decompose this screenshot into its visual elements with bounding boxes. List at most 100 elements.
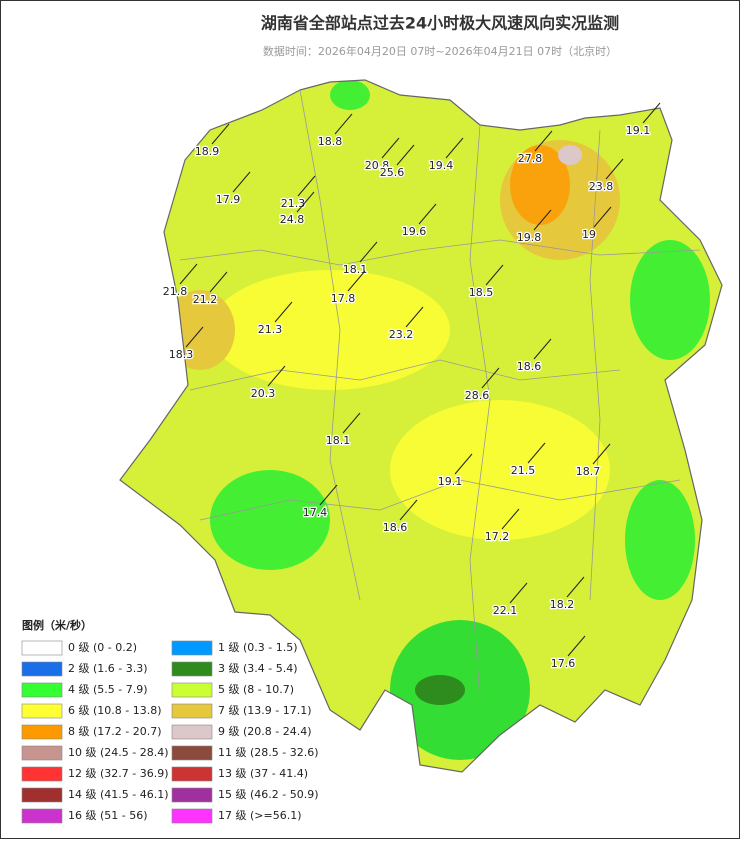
wind-barb bbox=[533, 209, 552, 231]
legend-label: 0 级 (0 - 0.2) bbox=[68, 641, 137, 654]
legend-swatch bbox=[21, 745, 63, 761]
legend-swatch bbox=[171, 808, 213, 824]
wind-barb bbox=[211, 123, 230, 145]
legend-swatch bbox=[171, 703, 213, 719]
legend-swatch bbox=[21, 703, 63, 719]
county-borders bbox=[179, 89, 701, 701]
legend-label: 2 级 (1.6 - 3.3) bbox=[68, 662, 148, 675]
province-border bbox=[119, 79, 723, 773]
legend-label: 14 级 (41.5 - 46.1) bbox=[68, 788, 169, 801]
wind-barb bbox=[533, 338, 552, 360]
legend-swatch bbox=[171, 682, 213, 698]
wind-barb bbox=[593, 206, 612, 228]
legend-label: 16 级 (51 - 56) bbox=[68, 809, 148, 822]
legend-label: 1 级 (0.3 - 1.5) bbox=[218, 641, 298, 654]
wind-barb bbox=[347, 270, 366, 292]
legend-label: 6 级 (10.8 - 13.8) bbox=[68, 704, 162, 717]
station-value: 17.2 bbox=[485, 530, 510, 543]
station-value: 17.4 bbox=[303, 506, 328, 519]
station-value: 19 bbox=[582, 228, 596, 241]
station-value: 19.1 bbox=[626, 124, 651, 137]
wind-barb bbox=[481, 367, 500, 389]
wind-barb bbox=[319, 484, 338, 506]
legend-label: 13 级 (37 - 41.4) bbox=[218, 767, 308, 780]
wind-barb bbox=[454, 453, 473, 475]
station-value: 19.8 bbox=[517, 231, 542, 244]
wind-barb bbox=[297, 175, 316, 197]
station-value: 22.1 bbox=[493, 604, 518, 617]
station-value: 20.8 bbox=[365, 159, 390, 172]
station-value: 21.2 bbox=[193, 293, 218, 306]
station-value: 17.6 bbox=[551, 657, 576, 670]
station-value: 17.8 bbox=[331, 292, 356, 305]
station-value: 19.6 bbox=[402, 225, 427, 238]
wind-barb bbox=[534, 130, 553, 152]
station-value: 18.6 bbox=[383, 521, 408, 534]
wind-barb bbox=[334, 113, 353, 135]
legend-title: 图例（米/秒） bbox=[22, 618, 92, 632]
station-value: 21.5 bbox=[511, 464, 536, 477]
station-value: 21.3 bbox=[258, 323, 283, 336]
wind-barb bbox=[501, 508, 520, 530]
legend-swatch bbox=[21, 808, 63, 824]
station-value: 19.1 bbox=[438, 475, 463, 488]
wind-barb bbox=[445, 137, 464, 159]
legend-swatch bbox=[171, 766, 213, 782]
station-value: 18.1 bbox=[343, 263, 368, 276]
subtitle: 数据时间：2026年04月20日 07时~2026年04月21日 07时（北京时… bbox=[263, 44, 617, 58]
wind-barb bbox=[592, 443, 611, 465]
station-value: 28.6 bbox=[465, 389, 490, 402]
legend-swatch bbox=[21, 661, 63, 677]
station-value: 24.8 bbox=[280, 213, 305, 226]
wind-barb bbox=[405, 306, 424, 328]
wind-barb bbox=[359, 241, 378, 263]
station-value: 21.3 bbox=[281, 197, 306, 210]
wind-barb bbox=[296, 191, 315, 213]
legend-label: 10 级 (24.5 - 28.4) bbox=[68, 746, 169, 759]
wind-barb bbox=[274, 301, 293, 323]
station-value: 18.1 bbox=[326, 434, 351, 447]
legend-swatch bbox=[171, 745, 213, 761]
title: 湖南省全部站点过去24小时极大风速风向实况监测 bbox=[261, 14, 619, 33]
station-value: 23.8 bbox=[589, 180, 614, 193]
wind-barb bbox=[399, 499, 418, 521]
legend-label: 15 级 (46.2 - 50.9) bbox=[218, 788, 319, 801]
station-value: 18.9 bbox=[195, 145, 220, 158]
station-value: 18.8 bbox=[318, 135, 343, 148]
wind-barb bbox=[418, 203, 437, 225]
wind-barb bbox=[527, 442, 546, 464]
wind-barb bbox=[396, 144, 415, 166]
legend-swatch bbox=[171, 787, 213, 803]
legend-swatch bbox=[171, 661, 213, 677]
station-value: 21.8 bbox=[163, 285, 188, 298]
wind-barb bbox=[485, 264, 504, 286]
station-value: 27.8 bbox=[518, 152, 543, 165]
station-value: 18.6 bbox=[517, 360, 542, 373]
wind-barb bbox=[567, 635, 586, 657]
station-value: 18.3 bbox=[169, 348, 194, 361]
station-value: 18.5 bbox=[469, 286, 494, 299]
wind-barb bbox=[642, 102, 661, 124]
station-value: 18.2 bbox=[550, 598, 575, 611]
legend-label: 8 级 (17.2 - 20.7) bbox=[68, 725, 162, 738]
wind-barb bbox=[232, 171, 251, 193]
legend-label: 12 级 (32.7 - 36.9) bbox=[68, 767, 169, 780]
legend-swatch bbox=[21, 787, 63, 803]
station-value: 19.4 bbox=[429, 159, 454, 172]
legend-swatch bbox=[21, 724, 63, 740]
legend-label: 9 级 (20.8 - 24.4) bbox=[218, 725, 312, 738]
wind-barb bbox=[566, 576, 585, 598]
wind-barb bbox=[179, 263, 198, 285]
station-value: 25.6 bbox=[380, 166, 405, 179]
wind-barb bbox=[381, 137, 400, 159]
legend-swatch bbox=[21, 766, 63, 782]
station-value: 18.7 bbox=[576, 465, 601, 478]
legend-label: 5 级 (8 - 10.7) bbox=[218, 683, 294, 696]
legend-label: 4 级 (5.5 - 7.9) bbox=[68, 683, 148, 696]
legend-swatch bbox=[171, 724, 213, 740]
legend-label: 3 级 (3.4 - 5.4) bbox=[218, 662, 298, 675]
station-value: 23.2 bbox=[389, 328, 414, 341]
legend-label: 17 级 (>=56.1) bbox=[218, 809, 302, 822]
legend-label: 7 级 (13.9 - 17.1) bbox=[218, 704, 312, 717]
